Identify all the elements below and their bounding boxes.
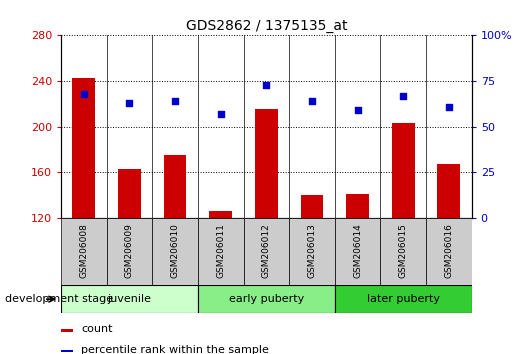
Bar [335,285,472,313]
Text: GSM206016: GSM206016 [444,223,453,278]
Text: GSM206015: GSM206015 [399,223,408,278]
Bar [164,155,187,218]
Point [216,111,225,116]
Bar [61,329,73,332]
Bar [381,218,426,285]
Text: GSM206010: GSM206010 [171,223,180,278]
Bar [198,218,243,285]
Bar [198,285,335,313]
Bar [61,350,73,353]
Bar [152,218,198,285]
Bar [73,78,95,218]
Text: juvenile: juvenile [108,294,152,304]
Point [445,104,453,109]
Text: early puberty: early puberty [229,294,304,304]
Text: GSM206012: GSM206012 [262,223,271,278]
Point [399,93,408,98]
Bar [118,169,141,218]
Bar [335,218,381,285]
Bar [437,164,460,218]
Text: count: count [82,324,113,335]
Point [171,98,179,104]
Point [308,98,316,104]
Bar [209,211,232,218]
Bar [346,194,369,218]
Text: later puberty: later puberty [367,294,440,304]
Bar [392,123,414,218]
Bar [61,218,107,285]
Bar [426,218,472,285]
Title: GDS2862 / 1375135_at: GDS2862 / 1375135_at [186,19,347,33]
Point [125,100,134,106]
Point [262,82,270,87]
Text: development stage: development stage [5,294,113,304]
Bar [61,285,198,313]
Bar [301,195,323,218]
Bar [243,218,289,285]
Point [80,91,88,97]
Point [354,107,362,113]
Text: GSM206011: GSM206011 [216,223,225,278]
Text: percentile rank within the sample: percentile rank within the sample [82,345,269,354]
Text: GSM206013: GSM206013 [307,223,316,278]
Text: GSM206014: GSM206014 [353,223,362,278]
Bar [255,109,278,218]
Bar [107,218,152,285]
Bar [289,218,335,285]
Text: GSM206009: GSM206009 [125,223,134,278]
Text: GSM206008: GSM206008 [80,223,89,278]
